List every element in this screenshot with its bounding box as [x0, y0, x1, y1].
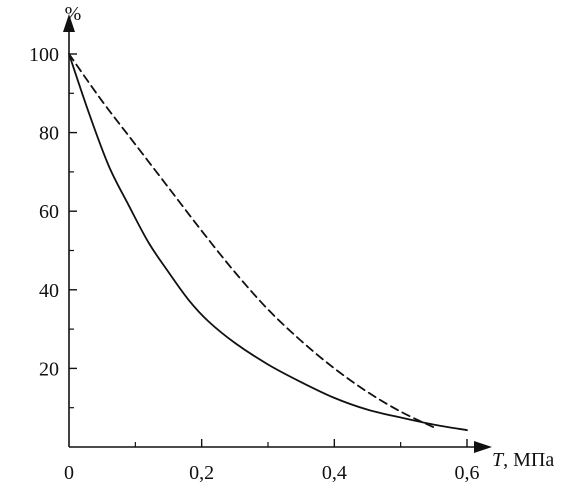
x-tick-label: 0 — [64, 462, 74, 484]
x-tick-label: 0,6 — [455, 462, 480, 484]
x-axis-symbol: T — [492, 449, 505, 471]
y-tick-label: 60 — [39, 201, 59, 223]
x-tick-label: 0,4 — [322, 462, 347, 484]
x-axis-label: T, МПа — [492, 449, 554, 471]
series-group — [68, 53, 468, 431]
x-axis-arrow — [474, 441, 492, 453]
y-tick-label: 100 — [29, 44, 59, 66]
y-tick-label: 80 — [39, 123, 59, 145]
series-line-solid — [68, 53, 468, 431]
series-line-dashed — [68, 53, 435, 429]
y-axis-label: % — [65, 3, 82, 25]
y-tick-label: 20 — [39, 358, 59, 380]
x-tick-label: 0,2 — [189, 462, 214, 484]
axes — [63, 14, 492, 453]
labels: 0 0,2 0,4 0,6 20 40 60 80 100% T, МПа — [29, 3, 554, 484]
x-axis-unit: , МПа — [503, 449, 554, 471]
y-tick-label: 40 — [39, 280, 59, 302]
y-axis-arrow — [63, 14, 75, 32]
